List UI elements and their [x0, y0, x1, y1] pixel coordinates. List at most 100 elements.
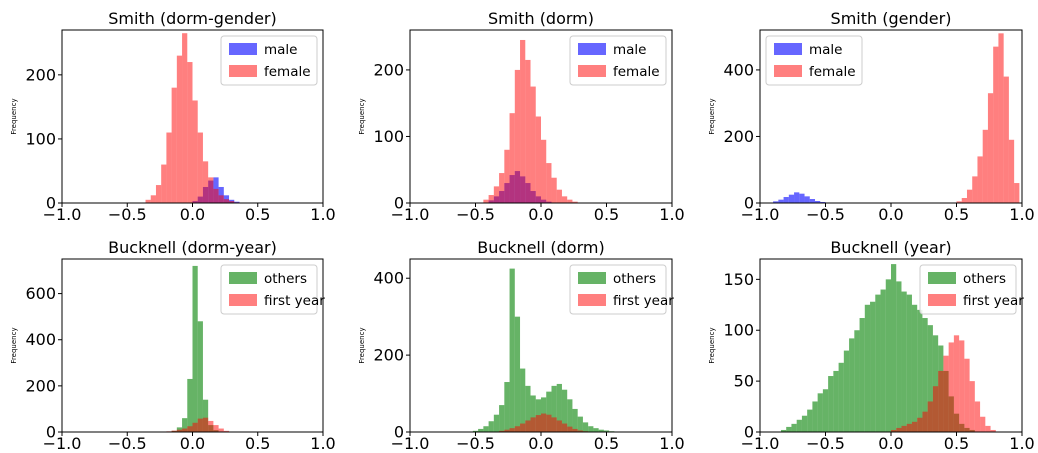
histogram-bar — [961, 198, 967, 203]
chart-panel-2: Smith (dorm) Frequency −1.0 −0.5 0.0 0.5 1.0 0 1… — [358, 9, 685, 224]
histogram-bar — [922, 411, 928, 432]
chart-title: Bucknell (dorm-year) — [108, 238, 277, 257]
histogram-bar — [927, 401, 933, 432]
x-tick-label: −0.5 — [806, 205, 845, 224]
histogram-bar — [530, 417, 536, 432]
legend-swatch — [229, 294, 257, 306]
histogram-bar — [773, 201, 779, 203]
histogram-bar — [896, 281, 902, 432]
histogram-bar — [807, 409, 813, 432]
histogram-bar — [922, 318, 928, 432]
legend-label: male — [613, 42, 646, 58]
histogram-bar — [493, 414, 500, 432]
legend-label: others — [264, 271, 307, 287]
histogram-bar — [525, 420, 531, 432]
histogram-bar — [927, 325, 933, 432]
legend: male female — [220, 35, 318, 86]
x-tick-label: −1.0 — [391, 205, 430, 224]
histogram-bar — [998, 33, 1004, 203]
legend: male female — [569, 35, 667, 86]
y-axis-label: Frequency — [10, 98, 18, 134]
legend-label: female — [613, 64, 660, 80]
histogram-bar — [171, 430, 177, 432]
histogram-bar — [223, 195, 230, 203]
legend-label: male — [809, 42, 842, 58]
histogram-bar — [959, 340, 965, 432]
histogram-bar — [786, 426, 792, 432]
x-tick-label: 0.5 — [944, 205, 969, 224]
histogram-bar — [859, 318, 865, 432]
histogram-bar — [864, 304, 871, 432]
histogram-bar — [990, 429, 996, 432]
histogram-bar — [982, 129, 988, 203]
histogram-bar — [478, 428, 484, 432]
histogram-bar — [509, 268, 515, 432]
histogram-bar — [891, 264, 897, 432]
histogram-bar — [577, 430, 583, 432]
histogram-bar — [948, 342, 954, 432]
chart-panel-3: Smith (gender) Frequency −1.0 −0.5 0.0 0.5 1.0… — [708, 9, 1035, 224]
y-tick-label: 0 — [46, 423, 56, 442]
legend: others first year — [919, 264, 1024, 315]
histogram-bar — [472, 430, 479, 432]
histogram-bar — [593, 428, 599, 432]
histogram-bar — [187, 426, 193, 432]
histogram-bar — [483, 199, 489, 203]
histogram-bar — [488, 195, 494, 203]
histogram-bar — [504, 149, 510, 203]
histogram-bar — [546, 414, 552, 432]
series-first-year — [891, 335, 996, 432]
y-tick-label: 50 — [734, 372, 754, 391]
series-others — [171, 265, 219, 432]
histogram-bar — [556, 383, 562, 432]
legend-swatch — [578, 65, 606, 77]
histogram-bar — [161, 164, 167, 203]
series-first-year — [166, 417, 230, 432]
chart-panel-5: Bucknell (dorm) Frequency −1.0 −0.5 0.0 0.5 1.… — [358, 238, 685, 453]
histogram-bar — [791, 423, 797, 432]
histogram-bar — [192, 100, 198, 203]
histogram-bar — [525, 385, 531, 432]
legend-swatch — [229, 272, 257, 284]
series-female — [483, 39, 578, 204]
y-tick-label: 200 — [25, 376, 56, 395]
histogram-bar — [166, 132, 172, 203]
x-tick-label: −0.5 — [108, 205, 147, 224]
histogram-bar — [917, 417, 923, 432]
legend-swatch — [774, 65, 802, 77]
histogram-bar — [966, 189, 973, 203]
legend-label: first year — [264, 293, 325, 309]
legend-swatch — [229, 65, 257, 77]
histogram-bar — [197, 418, 203, 432]
histogram-bar — [535, 415, 541, 432]
x-tick-label: −0.5 — [108, 434, 147, 453]
legend-swatch — [578, 43, 606, 55]
chart-title: Smith (dorm-gender) — [108, 9, 277, 28]
y-axis-label: Frequency — [708, 98, 716, 134]
histogram-bar — [514, 426, 521, 432]
histogram-bar — [520, 423, 526, 432]
legend-label: others — [613, 271, 656, 287]
chart-title: Bucknell (year) — [830, 238, 951, 257]
histogram-bar — [572, 201, 578, 203]
histogram-bar — [953, 335, 960, 432]
histogram-bar — [551, 385, 557, 432]
histogram-bar — [875, 294, 881, 432]
x-tick-label: −1.0 — [391, 434, 430, 453]
histogram-bar — [504, 382, 510, 432]
chart-panel-6: Bucknell (year) Frequency −1.0 −0.5 0.0 0.5 1.… — [708, 238, 1035, 453]
histogram-bar — [911, 421, 918, 432]
legend: male female — [765, 35, 863, 86]
legend-swatch — [229, 43, 257, 55]
histogram-bar — [202, 399, 209, 432]
y-tick-label: 400 — [723, 60, 754, 79]
histogram-bar — [530, 395, 536, 432]
histogram-bar — [788, 194, 795, 203]
histogram-bar — [577, 416, 583, 432]
x-tick-label: 0.0 — [180, 434, 205, 453]
legend-swatch — [774, 43, 802, 55]
x-tick-label: 1.0 — [659, 205, 684, 224]
histogram-bar — [145, 199, 151, 203]
histogram-bar — [488, 421, 494, 432]
y-tick-label: 600 — [25, 284, 56, 303]
